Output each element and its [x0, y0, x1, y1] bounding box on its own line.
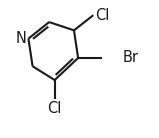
Text: N: N	[15, 31, 26, 46]
Text: Cl: Cl	[48, 101, 62, 116]
Text: Br: Br	[122, 51, 138, 65]
Text: Cl: Cl	[95, 8, 109, 23]
